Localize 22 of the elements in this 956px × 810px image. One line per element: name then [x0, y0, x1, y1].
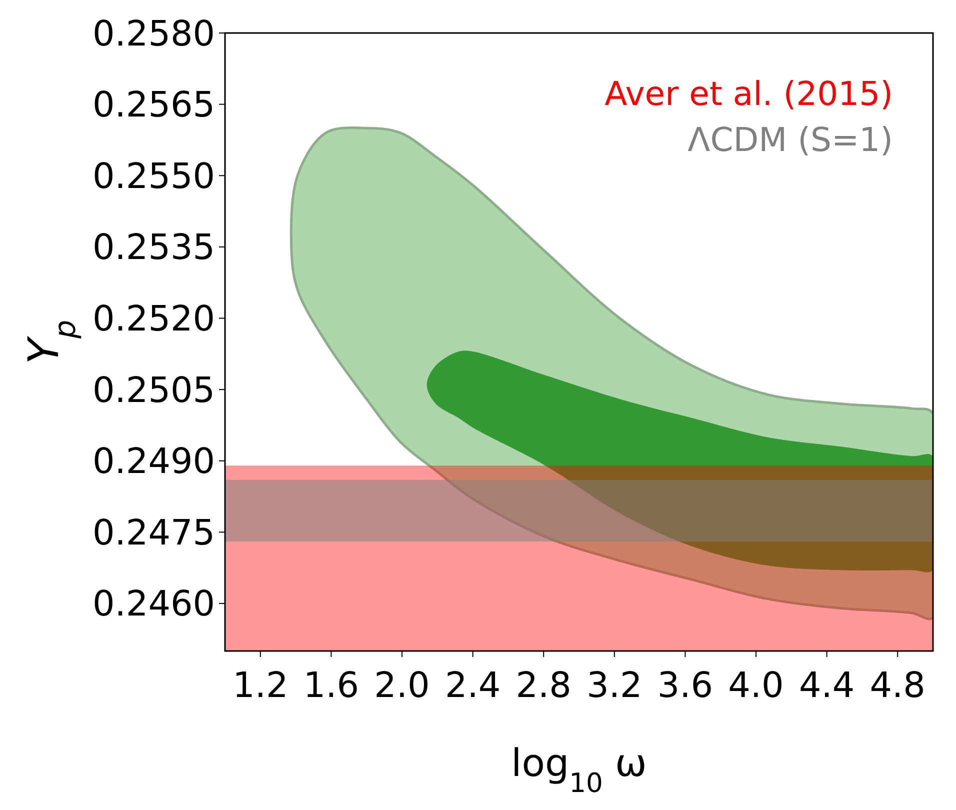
x-tick-label: 2.4 — [444, 666, 501, 706]
y-tick-label: 0.2475 — [92, 513, 215, 554]
x-tick-label: 4.0 — [728, 666, 784, 706]
x-tick-label: 3.2 — [586, 666, 642, 706]
band-label: ΛCDM (S=1) — [688, 120, 893, 159]
x-tick-label: 2.0 — [374, 666, 430, 706]
y-tick-label: 0.2520 — [92, 299, 215, 340]
band-label: Aver et al. (2015) — [604, 74, 893, 113]
y-tick-label: 0.2490 — [92, 442, 215, 482]
x-tick-label: 4.8 — [870, 666, 926, 706]
y-tick-label: 0.2565 — [92, 86, 215, 126]
x-axis-title: log$_{10}$ ω — [511, 741, 647, 798]
y-tick-label: 0.2535 — [92, 228, 215, 268]
x-tick-label: 1.6 — [303, 666, 360, 706]
x-tick-label: 3.6 — [657, 666, 714, 706]
x-tick-label: 2.8 — [516, 666, 572, 706]
y-tick-label: 0.2460 — [92, 584, 215, 625]
y-tick-label: 0.2550 — [92, 156, 215, 197]
x-tick-label: 4.4 — [798, 666, 855, 706]
y-tick-label: 0.2505 — [92, 370, 215, 411]
y-tick-label: 0.2580 — [92, 14, 215, 54]
x-tick-label: 1.2 — [232, 666, 288, 706]
